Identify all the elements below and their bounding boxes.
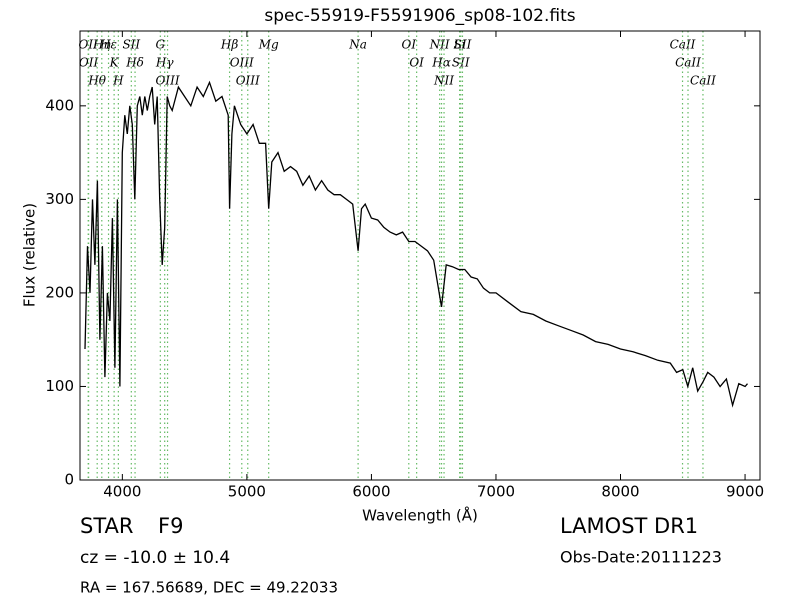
x-tick-label: 8000 xyxy=(601,483,639,501)
spectral-line-label: SII xyxy=(454,38,472,52)
spectral-line-label: Hβ xyxy=(220,38,238,52)
x-tick-label: 9000 xyxy=(726,483,764,501)
x-tick-label: 5000 xyxy=(228,483,266,501)
x-tick-label: 7000 xyxy=(477,483,515,501)
spectral-line-label: CaII xyxy=(670,38,696,52)
spectral-line-label: Hδ xyxy=(125,56,144,70)
class: STAR xyxy=(80,514,133,538)
spectral-line-label: G xyxy=(156,38,166,52)
spectral-line-label: NII xyxy=(429,38,450,52)
y-axis-label: Flux (relative) xyxy=(21,203,39,307)
x-tick-label: 4000 xyxy=(103,483,141,501)
coords: RA = 167.56689, DEC = 49.22033 xyxy=(80,579,338,597)
chart-title: spec-55919-F5591906_sp08-102.fits xyxy=(264,6,575,26)
spectral-line-label: OI xyxy=(402,38,417,52)
x-tick-label: 6000 xyxy=(352,483,390,501)
spectral-line-label: K xyxy=(109,56,120,70)
spectral-line-label: H xyxy=(112,74,124,88)
spectral-line-label: CaII xyxy=(675,56,701,70)
spectral-line-label: Hγ xyxy=(155,56,174,70)
y-tick-label: 0 xyxy=(64,471,74,489)
spectral-line-label: OIII xyxy=(156,74,180,88)
y-tick-label: 100 xyxy=(45,377,74,395)
spectral-line-label: CaII xyxy=(690,74,716,88)
obs-date: Obs-Date:20111223 xyxy=(560,548,722,567)
y-tick-label: 400 xyxy=(45,96,74,114)
spectral-line-label: Hθ xyxy=(87,74,106,88)
y-tick-label: 300 xyxy=(45,190,74,208)
x-axis-label: Wavelength (Å) xyxy=(362,506,478,525)
spectrum-line xyxy=(84,80,748,408)
spectral-line-label: NII xyxy=(433,74,454,88)
spectral-line-label: Hη xyxy=(92,38,111,52)
spectral-line-label: Hε xyxy=(99,38,117,52)
spectral-line-label: Na xyxy=(348,38,367,52)
plot-frame xyxy=(79,30,761,481)
spectral-line-label: OIII xyxy=(236,74,260,88)
spectral-line-label: OII xyxy=(79,56,99,70)
spectral-line-label: Hα xyxy=(431,56,451,70)
survey: LAMOST DR1 xyxy=(560,514,698,538)
spectral-line-label: Mg xyxy=(258,38,279,52)
y-tick-label: 200 xyxy=(45,283,74,301)
spectral-line-label: OIII xyxy=(230,56,254,70)
spectral-line-label: SII xyxy=(122,38,140,52)
subclass: F9 xyxy=(158,514,183,538)
redshift: cz = -10.0 ± 10.4 xyxy=(80,548,230,568)
spectral-line-label: OI xyxy=(409,56,424,70)
spectral-line-label: SII xyxy=(452,56,470,70)
